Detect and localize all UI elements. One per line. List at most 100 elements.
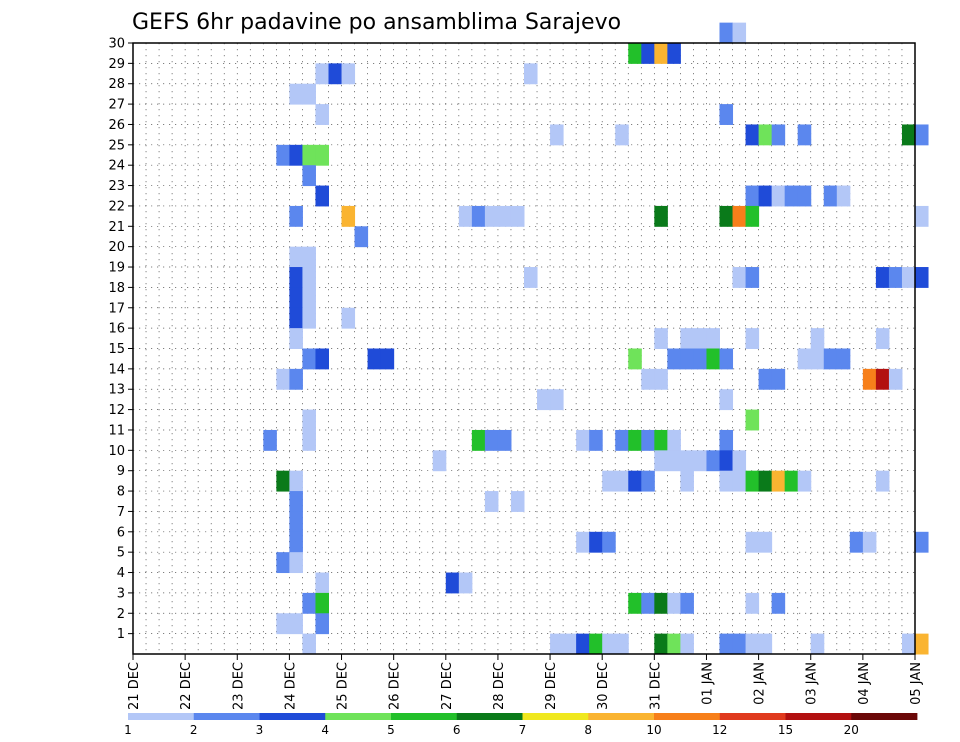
x-tick-label: 05 JAN <box>909 662 924 705</box>
heatmap-cell <box>759 532 773 553</box>
colorbar-swatch <box>391 713 457 720</box>
heatmap-cell <box>811 634 825 655</box>
y-tick-label: 5 <box>117 546 125 561</box>
heatmap-cell <box>315 593 329 614</box>
colorbar-label: 2 <box>190 723 198 737</box>
heatmap-cell <box>459 206 473 227</box>
heatmap-cell <box>289 369 303 390</box>
heatmap-cell <box>720 471 734 492</box>
heatmap-cell <box>772 186 786 207</box>
colorbar-swatch <box>654 713 720 720</box>
colorbar-swatch <box>260 713 326 720</box>
heatmap-cell <box>889 369 903 390</box>
y-tick-label: 24 <box>108 159 125 174</box>
heatmap-cell <box>524 267 538 288</box>
x-tick-label: 27 DEC <box>440 662 455 710</box>
colorbar-label: 8 <box>584 723 592 737</box>
colorbar-label: 20 <box>844 723 859 737</box>
heatmap-cell <box>876 267 890 288</box>
heatmap-cell <box>837 349 851 370</box>
x-tick-label: 03 JAN <box>805 662 820 705</box>
y-tick-label: 28 <box>108 77 125 92</box>
heatmap-cell <box>302 145 316 166</box>
y-tick-label: 22 <box>108 199 125 214</box>
colorbar-label: 1 <box>124 723 132 737</box>
heatmap-cell <box>915 634 929 655</box>
heatmap-cell <box>654 328 668 349</box>
heatmap-cell <box>680 450 694 471</box>
heatmap-cell <box>289 532 303 553</box>
x-tick-label: 31 DEC <box>648 662 663 710</box>
heatmap-cell <box>289 267 303 288</box>
heatmap-cell <box>302 410 316 431</box>
heatmap-cell <box>641 593 655 614</box>
heatmap-cell <box>315 104 329 125</box>
colorbar-swatch <box>786 713 852 720</box>
heatmap-cell <box>602 532 616 553</box>
y-tick-label: 6 <box>117 525 125 540</box>
heatmap-cell <box>915 267 929 288</box>
heatmap-cell <box>654 593 668 614</box>
heatmap-cell <box>289 308 303 329</box>
y-tick-label: 27 <box>108 98 125 113</box>
heatmap-cell <box>289 613 303 634</box>
heatmap-cell <box>433 450 447 471</box>
heatmap-cell <box>315 186 329 207</box>
heatmap-cell <box>746 634 760 655</box>
heatmap-cell <box>706 349 720 370</box>
heatmap-cell <box>289 287 303 308</box>
y-tick-label: 29 <box>108 57 125 72</box>
heatmap-cell <box>759 369 773 390</box>
heatmap-cell <box>824 186 838 207</box>
heatmap-cell <box>733 23 747 44</box>
heatmap-cell <box>746 532 760 553</box>
heatmap-cell <box>680 349 694 370</box>
heatmap-cell <box>720 23 734 44</box>
heatmap-cell <box>302 308 316 329</box>
heatmap-cell <box>746 186 760 207</box>
heatmap-cell <box>315 573 329 594</box>
heatmap-cell <box>902 634 916 655</box>
heatmap-cell <box>576 634 590 655</box>
heatmap-cell <box>276 552 290 573</box>
heatmap-cell <box>759 186 773 207</box>
y-tick-label: 25 <box>108 138 125 153</box>
precip-heatmap-chart: GEFS 6hr padavine po ansamblima Sarajevo… <box>0 0 960 742</box>
heatmap-cell <box>615 430 629 451</box>
y-tick-label: 19 <box>108 261 125 276</box>
heatmap-cell <box>355 226 369 247</box>
heatmap-cell <box>289 328 303 349</box>
heatmap-cell <box>485 206 499 227</box>
x-tick-label: 30 DEC <box>596 662 611 710</box>
x-tick-label: 21 DEC <box>127 662 142 710</box>
heatmap-cell <box>706 328 720 349</box>
heatmap-cell <box>628 349 642 370</box>
heatmap-cell <box>563 634 577 655</box>
x-axis: 21 DEC 22 DEC 23 DEC 24 DEC 25 DEC 26 DEC 27 D… <box>127 654 924 710</box>
heatmap-cell <box>289 206 303 227</box>
heatmap-cell <box>524 63 538 84</box>
heatmap-cell <box>667 349 681 370</box>
y-tick-label: 17 <box>108 301 125 316</box>
colorbar-swatch <box>457 713 523 720</box>
heatmap-cell <box>720 430 734 451</box>
heatmap-cell <box>706 450 720 471</box>
heatmap-cell <box>667 593 681 614</box>
x-tick-label: 04 JAN <box>857 662 872 705</box>
y-tick-label: 10 <box>108 444 125 459</box>
heatmap-cell <box>302 593 316 614</box>
heatmap-cell <box>798 349 812 370</box>
heatmap-cell <box>628 593 642 614</box>
y-tick-label: 23 <box>108 179 125 194</box>
heatmap-cell <box>381 349 395 370</box>
heatmap-cell <box>576 430 590 451</box>
heatmap-cell <box>628 471 642 492</box>
heatmap-cell <box>889 267 903 288</box>
colorbar-label: 15 <box>778 723 793 737</box>
heatmap-cell <box>915 206 929 227</box>
heatmap-cell <box>628 430 642 451</box>
heatmap-cell <box>654 450 668 471</box>
y-tick-label: 4 <box>117 566 125 581</box>
heatmap-cell <box>289 552 303 573</box>
heatmap-cell <box>746 206 760 227</box>
